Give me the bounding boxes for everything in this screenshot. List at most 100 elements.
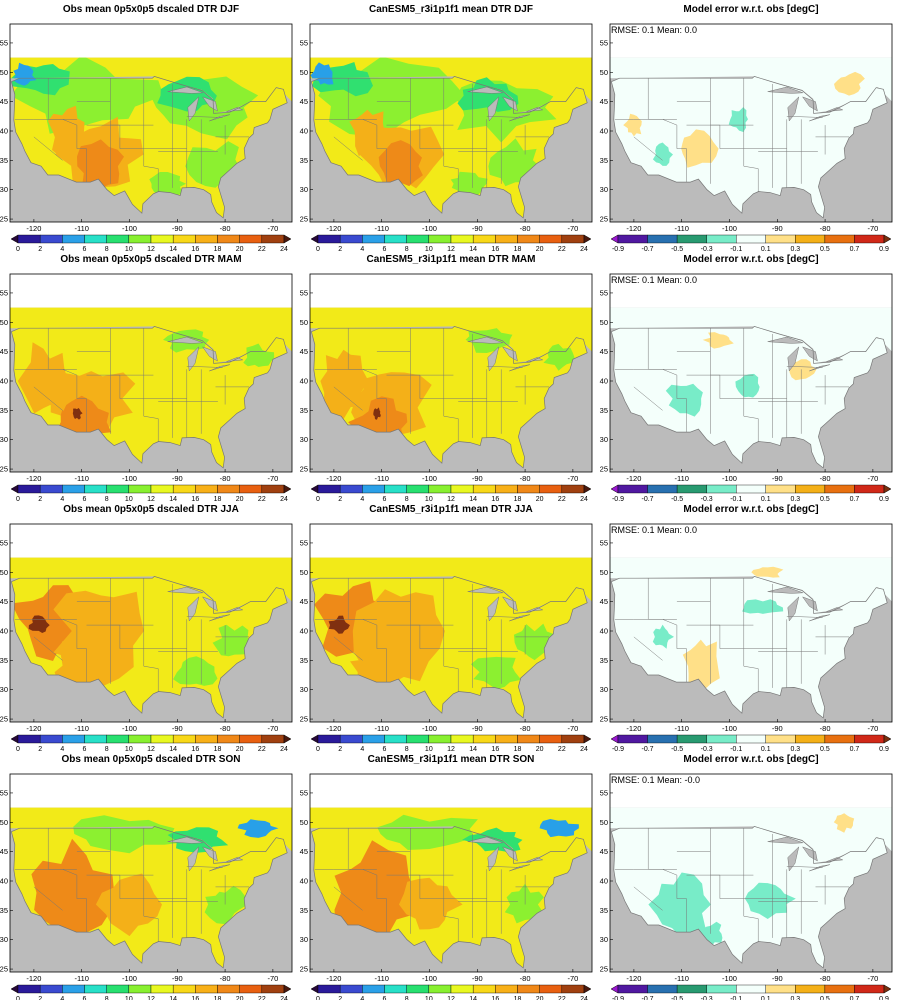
lake [167, 836, 204, 844]
lake [467, 336, 504, 344]
colorbar-label: 6 [83, 496, 87, 503]
error-stats: RMSE: 0.1 Mean: 0.0 [611, 25, 697, 35]
colorbar-swatch [676, 484, 707, 494]
colorbar-label: 8 [105, 746, 109, 753]
lon-tick-label: -80 [520, 974, 531, 983]
state-border [633, 636, 663, 661]
lat-tick-label: 30 [0, 435, 8, 444]
colorbar-swatch [17, 984, 41, 994]
lat-tick-label: 40 [0, 377, 8, 386]
colorbar-label: 0.3 [790, 496, 800, 503]
lat-tick-label: 35 [300, 906, 308, 915]
field-region [751, 566, 784, 578]
field-region [28, 615, 50, 633]
colorbar: 0 2 4 6 8 10 12 14 16 18 20 22 24 [310, 234, 592, 253]
colorbar-label: 0.1 [761, 746, 771, 753]
country-border [10, 76, 288, 219]
colorbar-label: 6 [83, 996, 87, 1000]
lon-tick-label: -120 [26, 974, 41, 983]
colorbar-swatch [195, 734, 218, 744]
colorbar-swatch [824, 984, 855, 994]
lat-tick-label: 50 [300, 568, 308, 577]
state-border [33, 886, 63, 911]
field-region [665, 383, 703, 417]
colorbar-swatch [84, 484, 107, 494]
state-border [486, 366, 523, 368]
colorbar-swatch [561, 234, 585, 244]
colorbar-swatch [450, 234, 474, 244]
map-frame [9, 23, 293, 223]
lat-tick-label: 25 [600, 215, 608, 224]
error-stats: RMSE: 0.1 Mean: -0.0 [611, 775, 700, 785]
colorbar-label: 4 [60, 246, 64, 253]
map-frame [609, 23, 893, 223]
colorbar-extend-high [583, 984, 592, 994]
lake [467, 836, 504, 844]
lon-tick-label: -80 [520, 474, 531, 483]
colorbar: -0.9 -0.7 -0.5 -0.3 -0.1 0.1 0.3 0.5 0.7 0.9 [610, 234, 892, 253]
lake [509, 114, 530, 122]
colorbar-swatch [539, 984, 563, 994]
lake [187, 96, 200, 122]
lat-tick-label: 55 [300, 788, 308, 797]
colorbar-swatch [339, 484, 363, 494]
lat-tick-label: 40 [600, 877, 608, 886]
colorbar: -0.9 -0.7 -0.5 -0.3 -0.1 0.1 0.3 0.5 0.7 0.9 [610, 734, 892, 753]
colorbar-label: 20 [236, 746, 244, 753]
colorbar-label: 10 [125, 246, 133, 253]
colorbar-swatch [239, 984, 263, 994]
colorbar-label: 22 [258, 746, 266, 753]
colorbar-label: 10 [425, 996, 433, 1000]
colorbar-swatch [339, 984, 363, 994]
colorbar-swatch [217, 984, 240, 994]
colorbar-label: 20 [536, 246, 544, 253]
colorbar-swatch [736, 234, 766, 244]
colorbar-swatch [317, 734, 341, 744]
colorbar-label: 14 [169, 746, 177, 753]
colorbar-swatch [539, 734, 563, 744]
lon-tick-label: -110 [374, 474, 388, 483]
lon-tick-label: -100 [722, 224, 737, 233]
field-region [742, 599, 784, 614]
colorbar-label: 20 [536, 496, 544, 503]
colorbar-swatch [472, 984, 496, 994]
state-border [333, 386, 363, 411]
colorbar-swatch [517, 234, 540, 244]
field-region [31, 838, 115, 943]
lat-tick-label: 55 [0, 788, 8, 797]
colorbar-label: 8 [105, 496, 109, 503]
colorbar-swatch [495, 984, 518, 994]
colorbar-swatch [195, 234, 218, 244]
lon-tick-label: -70 [267, 474, 278, 483]
colorbar: 0 2 4 6 8 10 12 14 16 18 20 22 24 [10, 484, 292, 503]
lat-tick-label: 25 [300, 715, 308, 724]
colorbar-label: 16 [491, 996, 499, 1000]
colorbar-swatch [706, 484, 737, 494]
colorbar-swatch [384, 234, 407, 244]
lake [187, 846, 200, 872]
colorbar-extend-high [583, 234, 592, 244]
colorbar-swatch [428, 984, 452, 994]
colorbar-swatch [106, 234, 130, 244]
lat-tick-label: 50 [0, 568, 8, 577]
lon-tick-label: -80 [520, 224, 531, 233]
lat-tick-label: 35 [0, 906, 8, 915]
lat-tick-label: 30 [600, 935, 608, 944]
colorbar-swatch [676, 984, 707, 994]
colorbar-swatch [150, 984, 174, 994]
colorbar-label: 10 [125, 996, 133, 1000]
lat-tick-label: 45 [300, 97, 308, 106]
state-border [486, 616, 523, 618]
colorbar-swatch [472, 234, 496, 244]
lon-tick-label: -70 [567, 974, 578, 983]
lat-tick-label: 30 [600, 685, 608, 694]
colorbar-extend-low [610, 984, 619, 994]
country-border [10, 576, 288, 719]
land-field [10, 557, 292, 718]
colorbar-swatch [106, 984, 130, 994]
colorbar-label: 18 [514, 746, 522, 753]
colorbar-swatch [495, 484, 518, 494]
map-frame [309, 23, 593, 223]
lon-tick-label: -100 [722, 974, 737, 983]
colorbar-swatch [706, 234, 737, 244]
